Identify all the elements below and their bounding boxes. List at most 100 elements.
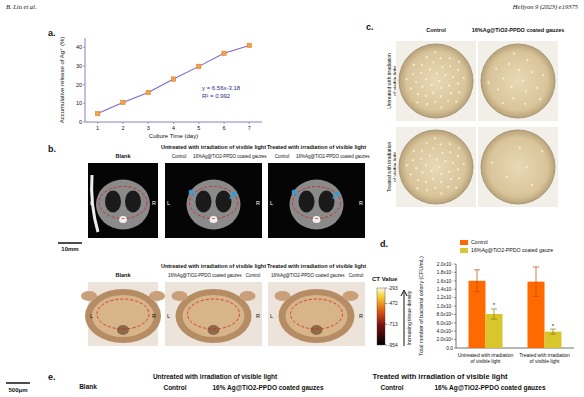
colony — [440, 95, 442, 97]
colony — [524, 103, 526, 105]
column-subtitle: 16%Ag@TiO2-PPDO coated gauzes — [296, 154, 370, 159]
y-tick-label: 0 — [79, 119, 82, 125]
colony — [425, 181, 427, 183]
colony — [526, 59, 528, 61]
colony — [406, 78, 408, 80]
colorbar-tick-label: -713 — [388, 322, 398, 327]
colony — [526, 166, 528, 168]
column-subtitle: 16%Ag@TiO2-PPDO coated gauzes — [193, 154, 267, 159]
x-tick-label: 1 — [96, 125, 99, 131]
colorbar-tick-label: -954 — [388, 343, 398, 348]
column-label: Control — [426, 27, 446, 33]
y-tick — [454, 289, 456, 290]
colony — [434, 187, 436, 189]
y-tick-label: 2.0x10⁶ — [437, 337, 453, 342]
side-label: L — [270, 200, 273, 206]
colony — [449, 65, 451, 67]
render-limb — [172, 291, 188, 301]
colony — [420, 72, 422, 74]
header-left: B. Liu et al. — [6, 3, 37, 10]
colony — [497, 88, 499, 90]
arrow — [190, 191, 196, 197]
data-point — [146, 90, 150, 94]
colony — [522, 80, 524, 82]
colorbar-tick-label: -293 — [388, 286, 398, 291]
render-cavity — [183, 295, 245, 337]
data-point — [121, 100, 125, 104]
colorbar-tick — [385, 288, 387, 289]
annotation: y = 6.56x-3.18 — [202, 85, 241, 91]
colony — [431, 84, 433, 86]
x-tick — [122, 122, 123, 124]
colony — [512, 97, 514, 99]
annotation: * — [552, 323, 555, 329]
scale-label: 500μm — [8, 387, 27, 393]
roi-outline — [99, 187, 147, 219]
ct-spine — [119, 216, 127, 223]
group-title: Treated with irradiation of visible ligh… — [372, 372, 508, 381]
render-limb — [343, 291, 359, 301]
header-right: Heliyon 9 (2023) e19375 — [512, 3, 579, 11]
panel-label: a. — [48, 28, 56, 38]
colony — [511, 86, 513, 88]
y-tick-label: 40 — [76, 44, 82, 50]
colony — [432, 92, 434, 94]
error-bar — [474, 270, 480, 292]
background — [0, 0, 584, 397]
colony — [506, 176, 508, 178]
roi-outline — [97, 299, 149, 329]
y-tick-label: 1.0x10⁷ — [437, 304, 453, 309]
side-label: R — [256, 313, 260, 319]
column-subtitle: 16%Ag@TiO2-PPDO coated gauzes — [271, 273, 345, 278]
roi-outline — [293, 187, 341, 219]
colony — [436, 72, 438, 74]
legend-swatch — [460, 248, 468, 253]
colony — [508, 63, 510, 65]
colony — [457, 82, 459, 84]
render-spine — [311, 325, 323, 335]
x-tick-label: 2 — [121, 125, 124, 131]
y-tick — [454, 331, 456, 332]
colony — [439, 143, 441, 145]
column-title: Blank — [116, 153, 132, 159]
colony — [542, 74, 544, 76]
render-limb — [149, 291, 165, 301]
y-tick — [83, 103, 85, 104]
column-title: Untreated with irradiation of visible li… — [161, 144, 266, 150]
colony — [450, 178, 452, 180]
colony — [425, 164, 427, 166]
colony — [421, 64, 423, 66]
panel-label: c. — [366, 22, 374, 32]
colony — [458, 61, 460, 63]
y-tick-label: 4.0x10⁶ — [437, 329, 453, 334]
group-subtitle: Control — [163, 384, 186, 391]
side-label: L — [90, 313, 93, 319]
colony — [412, 73, 414, 75]
colony — [440, 87, 442, 89]
colony — [413, 64, 415, 66]
colony — [426, 142, 428, 144]
arrow — [293, 191, 299, 197]
data-point — [197, 64, 201, 68]
side-label: L — [270, 313, 273, 319]
group-subtitle: Control — [380, 384, 403, 391]
side-label: R — [152, 200, 156, 206]
colony — [432, 178, 434, 180]
x-tick — [224, 122, 225, 124]
y-tick-label: 8.0x10⁶ — [437, 312, 453, 317]
photo-bg — [396, 41, 476, 121]
colony — [429, 154, 431, 156]
x-tick-label: Untreated with irradiationof visible lig… — [458, 352, 514, 364]
y-tick-label: 1.4x10⁷ — [437, 287, 453, 292]
colony — [417, 93, 419, 95]
y-tick — [83, 66, 85, 67]
colony — [440, 106, 442, 108]
colony — [438, 80, 440, 82]
colony — [406, 164, 408, 166]
ct-lung — [216, 191, 232, 213]
side-label: L — [167, 200, 170, 206]
colony — [426, 103, 428, 105]
x-tick-label: 5 — [197, 125, 200, 131]
colony — [539, 98, 541, 100]
colony — [412, 159, 414, 161]
